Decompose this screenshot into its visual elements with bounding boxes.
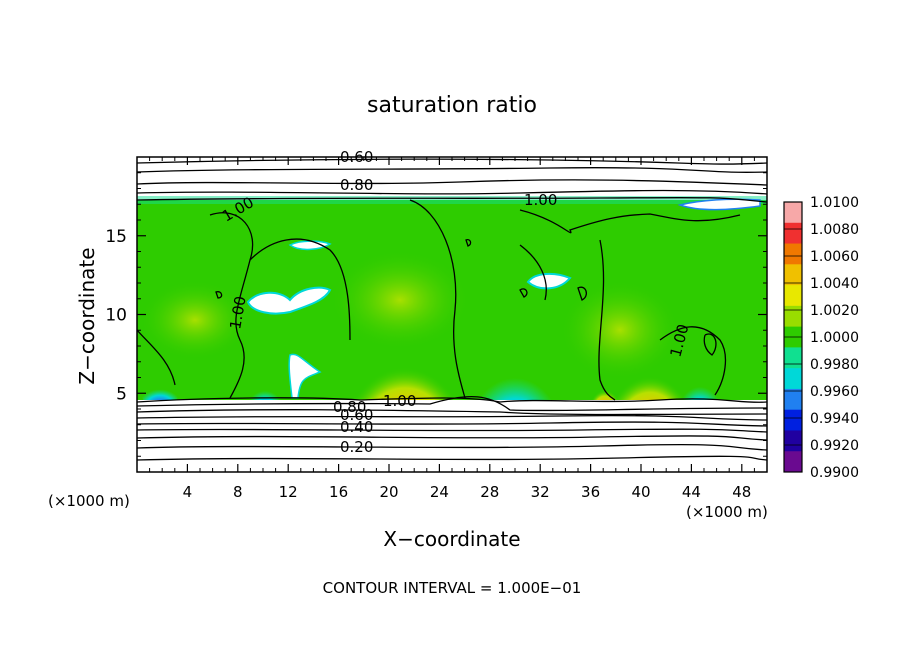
colorbar-label: 0.9960 [810,384,859,400]
x-tick-label: 16 [329,483,348,501]
colorbar-swatch [784,285,802,307]
x-axis: 4 8 12 16 20 24 28 32 36 40 44 48 [149,157,755,501]
x-unit-label: (×1000 m) [48,492,130,510]
colorbar-swatch [784,243,802,265]
x-tick-label: 32 [531,483,550,501]
x-tick-label: 20 [379,483,398,501]
colorbar-swatch [784,409,802,431]
dry-pocket [677,198,761,211]
x-tick-label: 28 [480,483,499,501]
y-tick-label: 15 [105,227,127,247]
dry-pocket [288,240,332,251]
contour-label: 0.80 [333,398,366,416]
colorbar-label: 1.0020 [810,303,859,319]
upper-band [137,196,767,204]
colorbar-label: 1.0060 [810,249,859,265]
colorbar-swatch [784,430,802,452]
y-unit-label: (×1000 m) [686,503,768,521]
colorbar-swatch [784,202,802,224]
x-tick-label: 4 [183,483,193,501]
contour-label: 1.00 [524,191,557,209]
colorbar-label: 0.9940 [810,411,859,427]
x-tick-label: 40 [631,483,650,501]
contour-label: 0.60 [340,148,373,166]
colorbar-label: 0.9980 [810,357,859,373]
colorbar-label: 1.0000 [810,330,859,346]
colorbar: 1.0100 1.0080 1.0060 1.0040 1.0020 1.0000 0.99… [783,195,859,481]
contour-label: 0.20 [340,438,373,456]
contour-label: 0.60 [340,406,373,424]
contour-label: 0.40 [340,418,373,436]
colorbar-swatch [784,388,802,411]
colorbar-label: 1.0100 [810,195,859,211]
colorbar-swatch [784,368,802,390]
colorbar-label: 0.9920 [810,438,859,454]
y-axis: 5 10 15 [105,172,767,457]
x-tick-label: 8 [233,483,243,501]
chart-title: saturation ratio [367,93,537,118]
y-tick-label: 5 [116,384,127,404]
warm-patch [140,280,250,360]
colorbar-swatch [784,264,802,286]
colorbar-swatch [784,305,802,328]
colorbar-label: 1.0080 [810,222,859,238]
x-tick-label: 24 [430,483,449,501]
colorbar-swatch [784,347,802,369]
y-axis-title: Z−coordinate [75,247,99,384]
dry-pocket [526,272,572,290]
colorbar-swatch [784,451,802,473]
plot-area [137,157,767,472]
contour-label: 1.00 [383,392,416,410]
x-tick-label: 48 [732,483,751,501]
colorbar-label: 1.0040 [810,276,859,292]
contour-lines [137,158,767,461]
contour-label: 1.00 [226,295,250,331]
y-tick-label: 10 [105,306,127,326]
contour-label: 0.80 [340,176,373,194]
x-tick-label: 12 [279,483,298,501]
x-axis-title: X−coordinate [383,527,520,551]
warm-patch [330,250,470,350]
footer-note: CONTOUR INTERVAL = 1.000E−01 [323,579,582,597]
x-tick-label: 44 [682,483,701,501]
x-tick-label: 36 [581,483,600,501]
dry-pocket [288,353,322,399]
dry-pocket [246,286,332,315]
colorbar-label: 0.9900 [810,465,859,481]
colorbar-swatch [784,222,802,245]
